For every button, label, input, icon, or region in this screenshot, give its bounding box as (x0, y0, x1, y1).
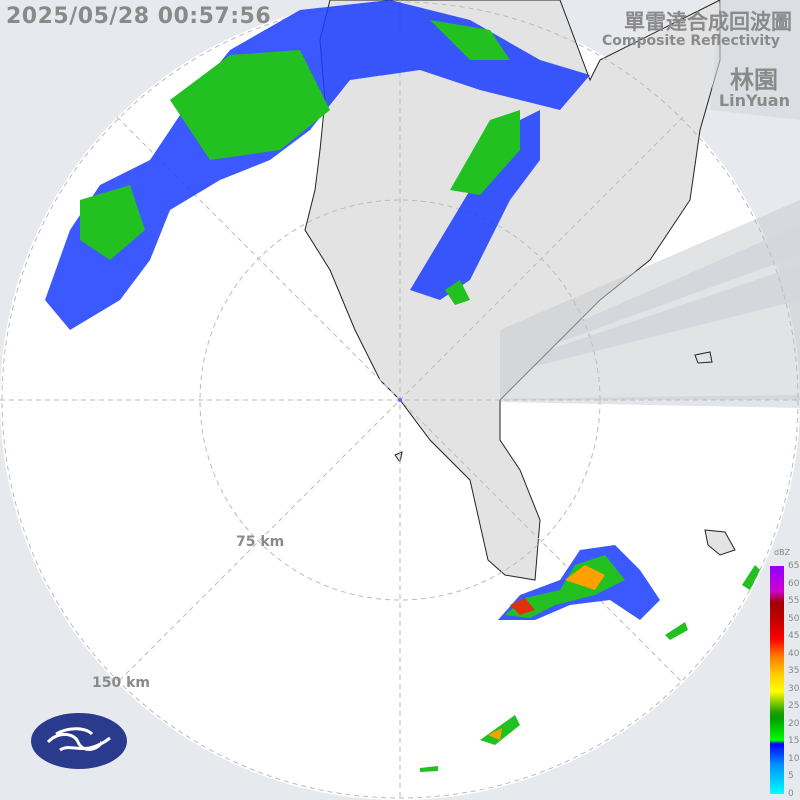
legend-tick: 0 (788, 788, 794, 799)
echo-moderate (430, 20, 510, 60)
legend-tick: 65 (788, 561, 800, 571)
legend-tick: 15 (788, 736, 800, 746)
legend-tick: 10 (788, 753, 800, 764)
island (694, 351, 713, 364)
echo-moderate (445, 280, 470, 305)
echo-strong (565, 565, 605, 590)
legend-tick: 20 (788, 718, 800, 729)
legend-tick: 25 (788, 701, 800, 711)
legend-tick: 30 (788, 683, 800, 694)
echo-strong (510, 598, 535, 615)
legend-tick: 35 (788, 666, 800, 676)
blocked-sector (540, 0, 800, 120)
echo-moderate (742, 565, 760, 590)
radar-echoes (45, 0, 760, 772)
legend-colorbar (770, 566, 784, 794)
echo-moderate (665, 622, 688, 640)
legend-unit: dBZ (774, 548, 791, 557)
product-title-en: Composite Reflectivity (602, 33, 780, 49)
range-label-75: 75 km (236, 534, 285, 550)
echo-moderate (80, 185, 145, 260)
island (704, 529, 736, 556)
radar-site-zh: 林園 (730, 66, 778, 94)
echo-weak (45, 0, 590, 330)
legend-tick: 5 (788, 771, 794, 781)
echo-moderate (450, 110, 520, 195)
timestamp: 2025/05/28 00:57:56 (6, 4, 272, 29)
radar-site-en: LinYuan (718, 91, 790, 110)
cwa-logo-icon (31, 713, 127, 769)
legend-tick: 40 (788, 648, 800, 659)
echo-strong (488, 728, 502, 740)
legend-tick: 45 (788, 631, 800, 641)
product-title-zh: 單雷達合成回波圖 (624, 10, 792, 34)
echo-moderate (170, 50, 330, 160)
legend-tick: 50 (788, 613, 800, 624)
beam-blockage-shade (500, 200, 800, 400)
echo-moderate (420, 766, 438, 772)
legend-tick: 60 (788, 578, 800, 589)
range-label-150: 150 km (92, 675, 150, 691)
radar-site-marker (398, 398, 402, 402)
legend-tick: 55 (788, 596, 800, 606)
dbz-legend: dBZ 65 60 55 50 45 40 35 30 25 20 15 10 5 0 (762, 548, 800, 800)
